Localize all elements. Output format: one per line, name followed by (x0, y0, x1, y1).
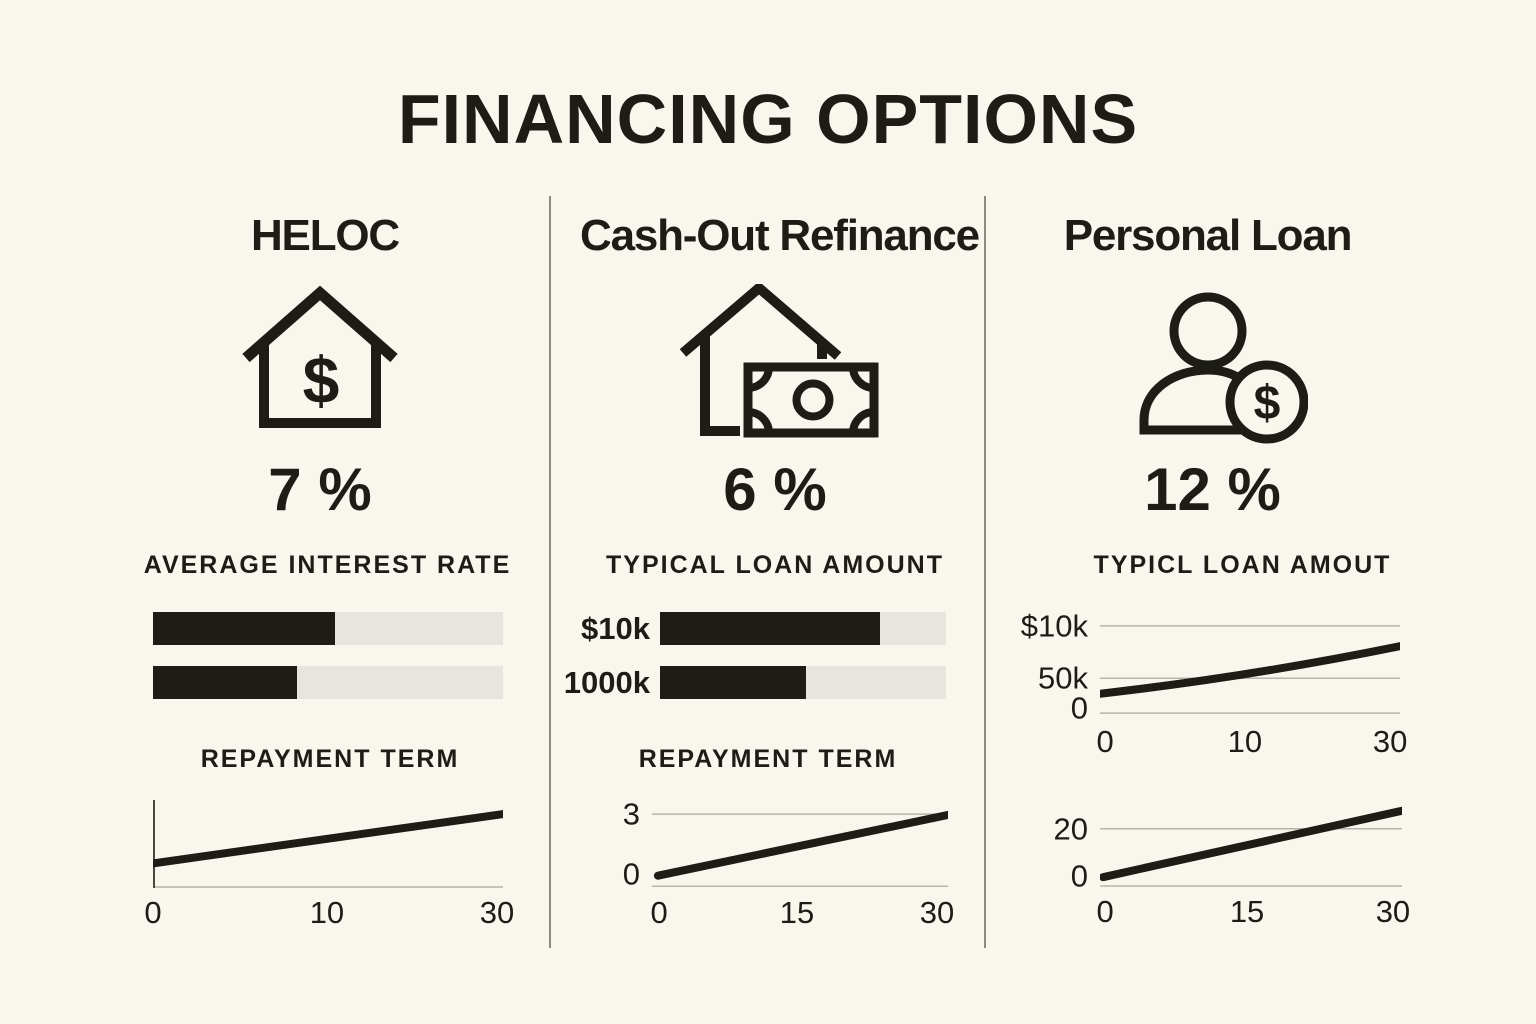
x-tick-label: 30 (1372, 724, 1408, 759)
house-dollar-icon: $ (240, 283, 400, 433)
y-axis-labels: $10k 50k 0 (993, 610, 1088, 723)
cashout-rate-value: 6 % (723, 456, 827, 523)
line-plot-svg (149, 800, 507, 888)
svg-text:$: $ (1254, 377, 1281, 430)
bar-row: $10k (560, 612, 946, 645)
heloc-term-label: REPAYMENT TERM (200, 745, 460, 773)
personal-term-chart: 20 0 0 15 30 (1054, 805, 1410, 927)
plot-area (1099, 805, 1406, 887)
bar-track (660, 612, 946, 645)
personal-amount-label: TYPICL LOAN AMOUT (1093, 551, 1392, 579)
column-title-cashout: Cash-Out Refinance (580, 211, 980, 260)
line-plot-svg (1096, 625, 1404, 714)
bar-fill (153, 666, 297, 699)
column-title-personal: Personal Loan (1063, 211, 1353, 260)
y-tick-label: $10k (1020, 608, 1088, 644)
y-tick-label: 0 (622, 856, 640, 892)
x-tick-label: 10 (1227, 724, 1263, 759)
plot-area (1096, 620, 1404, 717)
column-divider-left (549, 196, 551, 948)
x-tick-label: 0 (144, 895, 162, 930)
heloc-interest-label: AVERAGE INTEREST RATE (143, 551, 512, 579)
bar-track (153, 666, 503, 699)
y-tick-label: 0 (1070, 690, 1088, 726)
y-tick-label: 3 (622, 796, 640, 832)
bar-fill (660, 612, 881, 645)
personal-rate-value: 12 % (1144, 456, 1281, 523)
y-tick-label: 20 (1053, 811, 1088, 847)
x-tick-label: 0 (1096, 894, 1114, 929)
cashout-amount-label: TYPICAL LOAN AMOUNT (606, 551, 944, 579)
x-tick-label: 30 (1375, 894, 1411, 929)
page-title: FINANCING OPTIONS (397, 80, 1139, 158)
plot-area (652, 800, 952, 888)
line-plot-svg (1099, 806, 1406, 887)
bar-track (153, 612, 503, 645)
cashout-term-label: REPAYMENT TERM (638, 745, 898, 773)
bar-row (153, 612, 503, 645)
x-tick-label: 10 (309, 895, 345, 930)
x-axis-labels: 0 10 30 (144, 895, 514, 937)
cashout-amount-bars: $10k 1000k (560, 612, 946, 720)
y-tick-label: 50k (1038, 660, 1088, 696)
heloc-rate-value: 7 % (268, 456, 372, 523)
y-tick-label: 0 (1070, 858, 1088, 894)
bar-track (660, 666, 946, 699)
x-tick-label: 0 (1096, 724, 1114, 759)
heloc-interest-bars (153, 612, 503, 720)
x-tick-label: 30 (479, 895, 515, 930)
bar-row: 1000k (560, 666, 946, 699)
personal-amount-chart: $10k 50k 0 0 10 30 (1021, 610, 1408, 757)
column-divider-right (984, 196, 986, 948)
x-tick-label: 15 (1229, 894, 1265, 929)
x-tick-label: 0 (650, 895, 668, 930)
bar-value-label: $10k (581, 611, 650, 646)
bar-fill (660, 666, 806, 699)
plot-area (149, 800, 507, 888)
bar-value-label: 1000k (563, 665, 650, 700)
person-coin-icon: $ (1138, 292, 1308, 444)
y-axis-labels: 20 0 (993, 805, 1088, 892)
x-axis-labels: 0 15 30 (1096, 894, 1411, 936)
heloc-term-chart: 0 10 30 (144, 800, 514, 928)
line-plot-svg (652, 810, 952, 887)
column-title-heloc: HELOC (250, 211, 400, 260)
bar-fill (153, 612, 335, 645)
house-banknote-icon (680, 284, 880, 439)
y-axis-labels (46, 800, 141, 888)
x-tick-label: 15 (779, 895, 815, 930)
svg-text:$: $ (303, 343, 340, 417)
x-axis-labels: 0 15 30 (650, 895, 954, 937)
x-axis-labels: 0 10 30 (1096, 724, 1407, 766)
bar-row (153, 666, 503, 699)
x-tick-label: 30 (919, 895, 955, 930)
